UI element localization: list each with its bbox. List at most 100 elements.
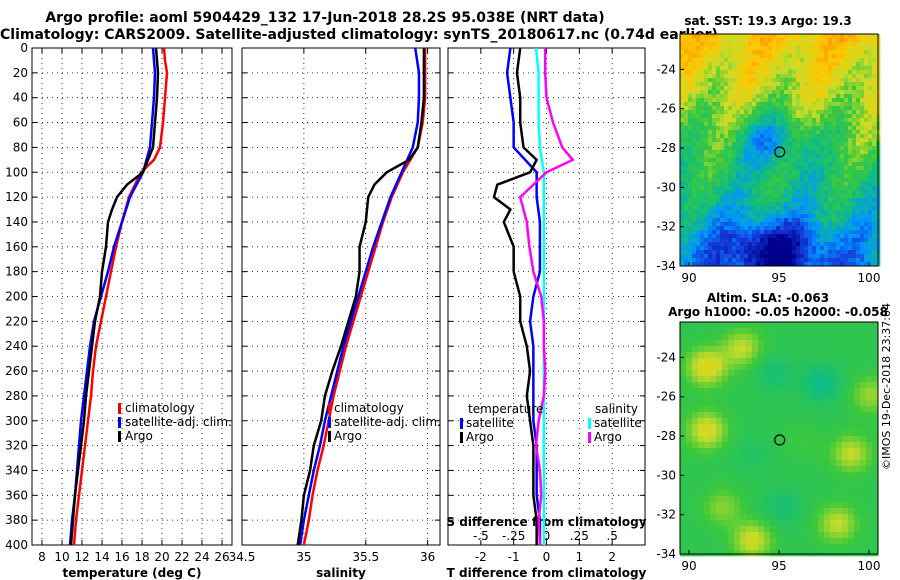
map-cell: [866, 346, 873, 353]
map-cell: [768, 214, 773, 219]
map-cell: [782, 376, 789, 383]
map-cell: [748, 162, 753, 167]
map-cell: [776, 400, 783, 407]
map-cell: [872, 34, 877, 39]
map-cell: [852, 66, 857, 71]
map-cell: [720, 50, 725, 55]
y-tick-label: -26: [656, 390, 676, 404]
map-cell: [724, 158, 729, 163]
map-cell: [716, 364, 723, 371]
map-cell: [680, 122, 685, 127]
map-cell: [860, 150, 865, 155]
map-cell: [830, 544, 837, 551]
map-cell: [860, 118, 865, 123]
map-cell: [736, 90, 741, 95]
map-cell: [812, 466, 819, 473]
map-cell: [804, 98, 809, 103]
map-cell: [768, 154, 773, 159]
map-cell: [756, 74, 761, 79]
map-cell: [700, 162, 705, 167]
map-cell: [776, 262, 781, 267]
map-cell: [848, 454, 855, 461]
map-cell: [732, 194, 737, 199]
map-cell: [710, 412, 717, 419]
map-cell: [776, 258, 781, 263]
map-cell: [724, 190, 729, 195]
map-cell: [818, 412, 825, 419]
map-cell: [688, 86, 693, 91]
map-cell: [840, 214, 845, 219]
map-cell: [830, 412, 837, 419]
map-cell: [782, 454, 789, 461]
map-cell: [772, 54, 777, 59]
map-cell: [788, 234, 793, 239]
map-cell: [792, 214, 797, 219]
map-cell: [856, 34, 861, 39]
map-cell: [800, 178, 805, 183]
map-cell: [700, 218, 705, 223]
map-cell: [854, 334, 861, 341]
map-cell: [760, 150, 765, 155]
map-cell: [734, 550, 741, 557]
map-cell: [700, 254, 705, 259]
map-cell: [772, 162, 777, 167]
map-cell: [860, 448, 867, 455]
map-cell: [776, 246, 781, 251]
map-cell: [776, 346, 783, 353]
map-cell: [812, 194, 817, 199]
map-cell: [872, 418, 879, 425]
map-cell: [722, 400, 729, 407]
map-cell: [740, 258, 745, 263]
map-cell: [704, 508, 711, 515]
map-cell: [792, 58, 797, 63]
map-cell: [800, 454, 807, 461]
map-cell: [796, 262, 801, 267]
map-cell: [816, 86, 821, 91]
map-cell: [700, 106, 705, 111]
map-cell: [800, 90, 805, 95]
map-cell: [788, 62, 793, 67]
map-cell: [760, 42, 765, 47]
map-cell: [816, 214, 821, 219]
map-cell: [744, 78, 749, 83]
map-cell: [856, 134, 861, 139]
map-cell: [772, 198, 777, 203]
map-cell: [728, 400, 735, 407]
map-cell: [724, 150, 729, 155]
map-cell: [836, 66, 841, 71]
map-cell: [728, 364, 735, 371]
map-cell: [734, 442, 741, 449]
map-cell: [686, 412, 693, 419]
map-cell: [844, 150, 849, 155]
map-cell: [768, 250, 773, 255]
map-cell: [740, 174, 745, 179]
map-cell: [832, 106, 837, 111]
map-cell: [736, 214, 741, 219]
map-cell: [732, 222, 737, 227]
map-cell: [808, 142, 813, 147]
map-cell: [720, 46, 725, 51]
map-cell: [688, 186, 693, 191]
map-cell: [710, 352, 717, 359]
map-cell: [866, 484, 873, 491]
map-cell: [700, 82, 705, 87]
map-cell: [860, 126, 865, 131]
map-cell: [820, 190, 825, 195]
map-cell: [854, 520, 861, 527]
map-cell: [856, 190, 861, 195]
map-cell: [830, 334, 837, 341]
map-cell: [856, 90, 861, 95]
map-cell: [792, 194, 797, 199]
map-cell: [712, 262, 717, 267]
map-cell: [784, 146, 789, 151]
map-cell: [800, 186, 805, 191]
map-cell: [686, 340, 693, 347]
legend-swatch: [460, 418, 463, 429]
map-cell: [836, 170, 841, 175]
map-cell: [758, 454, 765, 461]
map-cell: [748, 94, 753, 99]
map-cell: [732, 234, 737, 239]
map-cell: [744, 66, 749, 71]
map-cell: [796, 190, 801, 195]
map-cell: [868, 218, 873, 223]
